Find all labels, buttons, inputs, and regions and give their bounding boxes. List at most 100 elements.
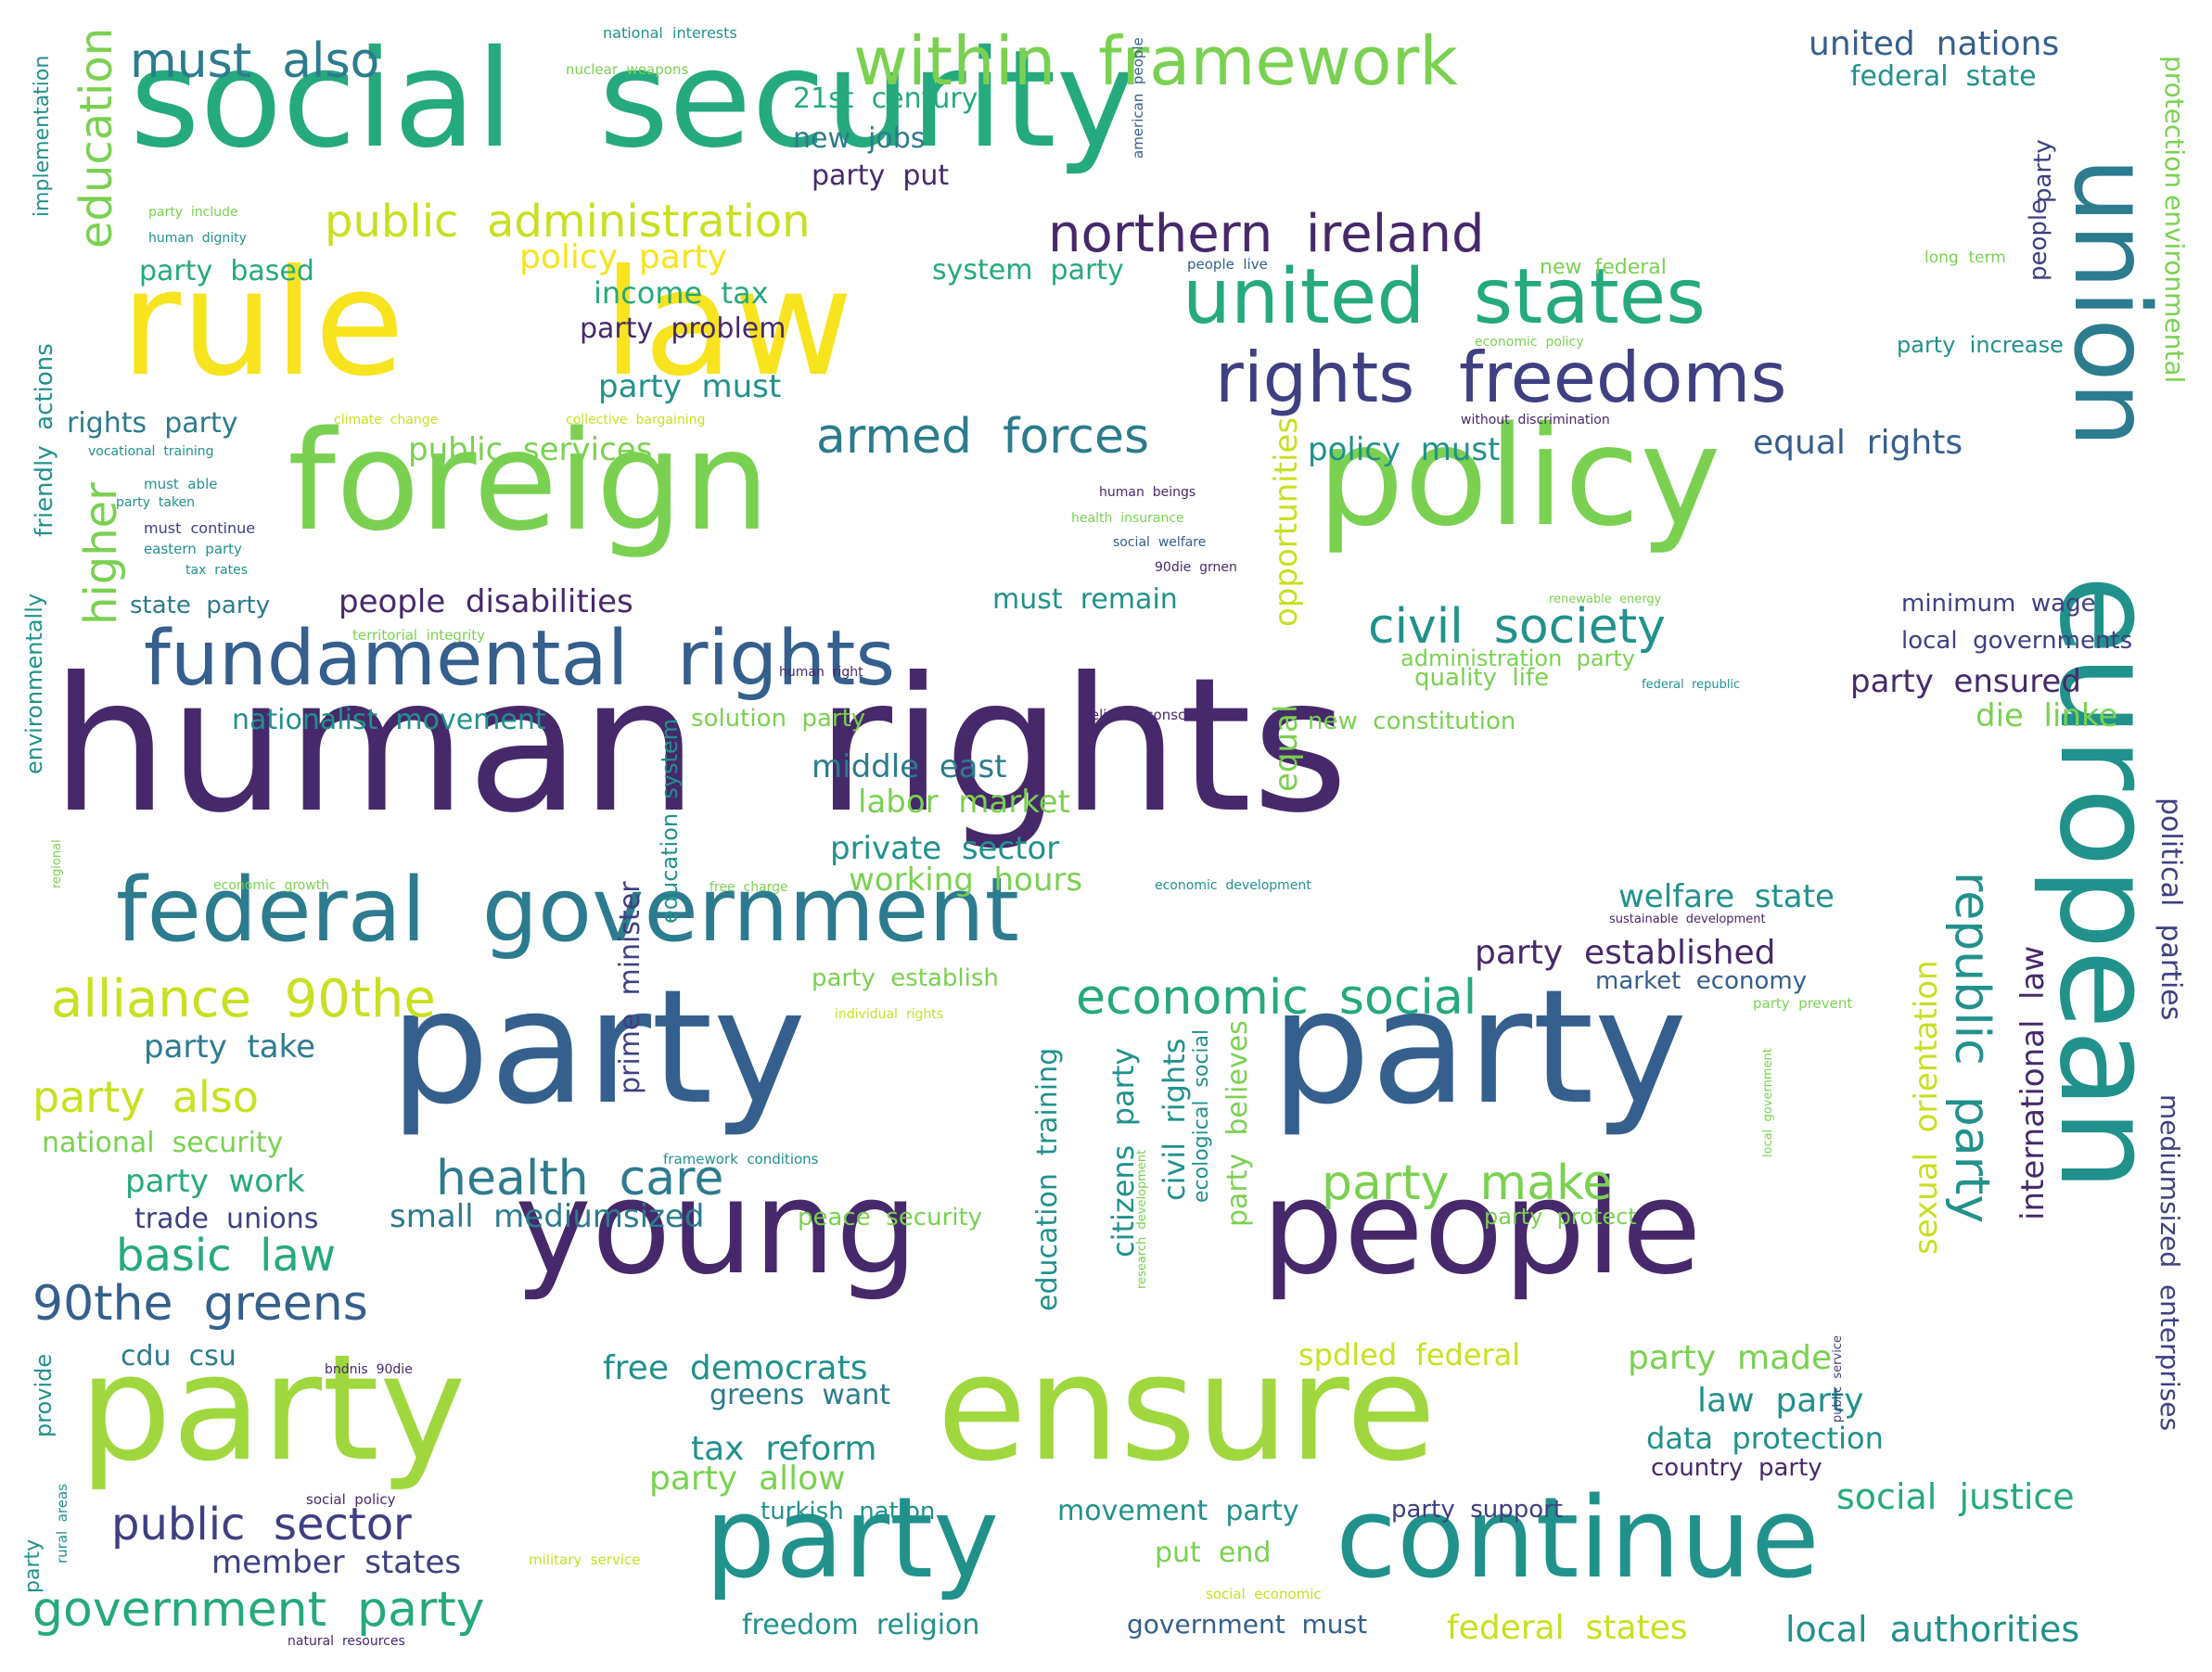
word-rights-party: rights party: [67, 410, 237, 438]
word-new-federal: new federal: [1540, 258, 1667, 278]
word-northern-ireland: northern ireland: [1048, 209, 1485, 261]
word-economic-growth: economic growth: [213, 879, 329, 892]
word-member-states: member states: [211, 1547, 461, 1578]
word-nationalist-movement: nationalist movement: [232, 707, 546, 734]
word-vocational-training: vocational training: [88, 445, 214, 458]
word-human-dignity: human dignity: [148, 232, 247, 245]
word-90the-greens: 90the greens: [32, 1280, 368, 1328]
word-must-continue: must continue: [144, 521, 255, 536]
word-economic-policy: economic policy: [1475, 336, 1584, 349]
word-policy: policy: [1317, 408, 1721, 545]
word-party-made: party made: [1628, 1342, 1832, 1375]
word-people-live: people live: [1187, 258, 1268, 272]
word-must-also: must also: [130, 37, 379, 85]
word-peace-security: peace security: [798, 1206, 982, 1230]
word-working-hours: working hours: [849, 864, 1082, 896]
word-must-remain: must remain: [992, 586, 1178, 614]
word-prime-minister: prime minister: [617, 881, 645, 1094]
word-party-prevent: party prevent: [1753, 997, 1852, 1011]
word-system-party: system party: [932, 257, 1124, 285]
word-administration-party: administration party: [1400, 647, 1635, 670]
word-protection: protection: [2161, 56, 2187, 188]
word-spdled-federal: spdled federal: [1298, 1340, 1520, 1370]
word-welfare-state: welfare state: [1618, 881, 1835, 913]
word-human-beings: human beings: [1099, 486, 1196, 499]
word-party-established: party established: [1475, 937, 1776, 970]
word-social-policy: social policy: [306, 1493, 395, 1507]
word-provide: provide: [32, 1354, 55, 1437]
word-people: people: [2027, 199, 2051, 281]
word-national-interests: national interests: [603, 26, 737, 41]
word-new-constitution: new constitution: [1308, 709, 1515, 734]
word-party-ensured: party ensured: [1850, 666, 2081, 697]
word-american-people: american people: [1132, 37, 1145, 159]
word-free-charge: free charge: [710, 881, 788, 894]
word-21st-century: 21st century: [793, 85, 978, 113]
word-public-services: public services: [408, 434, 652, 466]
word-small-mediumsized: small mediumsized: [390, 1201, 704, 1232]
word-civil-rights: civil rights: [1159, 1039, 1189, 1201]
word-tax-rates: tax rates: [185, 564, 248, 577]
word-sexual-orientation: sexual orientation: [1911, 960, 1942, 1255]
word-trade-unions: trade unions: [134, 1206, 318, 1233]
word-social-justice: social justice: [1836, 1479, 2075, 1514]
word-sustainable-development: sustainable development: [1609, 913, 1766, 925]
word-social-economic: social economic: [1206, 1588, 1322, 1602]
word-territorial-integrity: territorial integrity: [352, 629, 485, 643]
word-party: party: [390, 969, 806, 1127]
word-90die-grnen: 90die grnen: [1155, 561, 1237, 574]
word-fundamental-rights: fundamental rights: [144, 621, 895, 697]
word-party-support: party support: [1391, 1498, 1563, 1522]
word-country-party: country party: [1651, 1456, 1822, 1480]
word-renewable-energy: renewable energy: [1549, 593, 1661, 606]
word-education-training: education training: [1034, 1048, 1062, 1311]
word-military-service: military service: [529, 1553, 641, 1567]
word-regional: regional: [51, 839, 63, 888]
word-party-increase: party increase: [1897, 334, 2064, 356]
word-union: union: [2059, 158, 2163, 448]
word-data-protection: data protection: [1646, 1423, 1884, 1453]
word-political-parties: political parties: [2156, 798, 2184, 1020]
word-income-tax: income tax: [594, 278, 769, 308]
word-put-end: put end: [1155, 1539, 1271, 1567]
word-armed-forces: armed forces: [816, 413, 1149, 461]
word-public-service: public service: [1832, 1335, 1844, 1423]
word-federal-republic: federal republic: [1642, 679, 1740, 691]
word-government-party: government party: [32, 1586, 484, 1634]
word-rights-freedoms: rights freedoms: [1215, 343, 1786, 413]
word-policy-party: policy party: [519, 241, 727, 274]
word-policy-must: policy must: [1308, 434, 1500, 466]
word-bndnis-90die: bndnis 90die: [325, 1363, 413, 1376]
word-religion-conscience: religion conscience: [1085, 708, 1223, 722]
word-private-sector: private sector: [830, 833, 1059, 864]
word-long-term: long term: [1924, 250, 2006, 266]
word-party-take: party take: [144, 1031, 315, 1063]
word-human-right: human right: [779, 666, 863, 679]
word-local-government: local government: [1762, 1048, 1774, 1157]
word-die-linke: die linke: [1975, 700, 2117, 732]
word-public-sector: public sector: [111, 1502, 412, 1547]
word-international-law: international law: [2017, 946, 2049, 1220]
word-economic-social: economic social: [1076, 974, 1477, 1022]
word-movement-party: movement party: [1057, 1498, 1299, 1525]
word-middle-east: middle east: [812, 751, 1007, 783]
word-rural-areas: rural areas: [56, 1484, 70, 1564]
word-party-based: party based: [139, 258, 314, 286]
word-environmentally: environmentally: [23, 593, 45, 774]
word-economic-development: economic development: [1155, 879, 1311, 892]
word-republic-party: republic party: [1948, 872, 1996, 1223]
word-federal-states: federal states: [1447, 1612, 1688, 1645]
word-education: education: [74, 28, 119, 249]
word-new-jobs: new jobs: [793, 125, 925, 153]
word-framework-conditions: framework conditions: [663, 1153, 818, 1167]
word-mediumsized-enterprises: mediumsized enterprises: [2156, 1094, 2182, 1431]
word-implementation: implementation: [32, 56, 53, 217]
word-government-must: government must: [1127, 1612, 1367, 1638]
word-party-must: party must: [598, 371, 781, 402]
word-research-development: research development: [1136, 1150, 1148, 1289]
word-party-include: party include: [148, 206, 238, 219]
word-people-disabilities: people disabilities: [339, 586, 633, 618]
word-party: party: [2031, 139, 2055, 203]
word-party: party: [23, 1539, 44, 1593]
word-party-also: party also: [32, 1076, 259, 1118]
